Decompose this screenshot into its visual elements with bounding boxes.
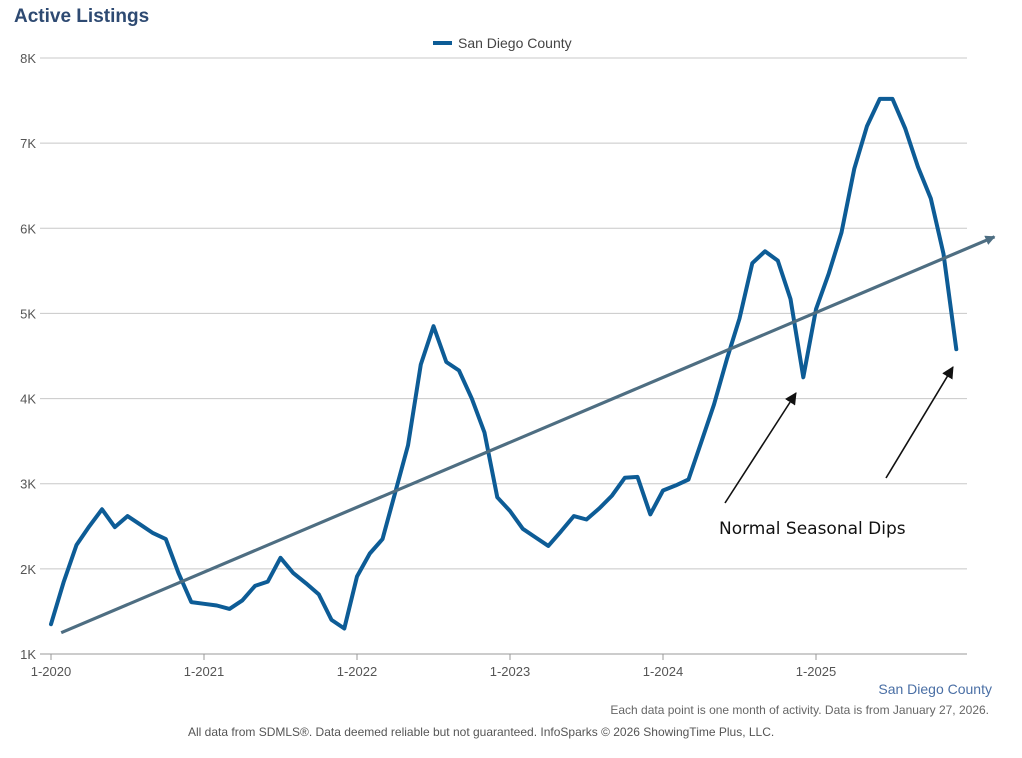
source-note: All data from SDMLS®. Data deemed reliab…: [188, 725, 775, 739]
annotation-arrow-1: [724, 392, 797, 504]
x-tick-label: 1-2022: [337, 664, 377, 679]
y-tick-label: 2K: [20, 562, 36, 577]
x-tick-label: 1-2020: [31, 664, 71, 679]
annotations: Normal Seasonal Dips: [719, 366, 954, 539]
series-label[interactable]: San Diego County: [878, 681, 992, 697]
y-tick-label: 7K: [20, 136, 36, 151]
y-tick-label: 5K: [20, 306, 36, 321]
y-tick-label: 8K: [20, 51, 36, 66]
y-tick-label: 6K: [20, 221, 36, 236]
y-tick-label: 1K: [20, 647, 36, 662]
series-line-san-diego-county[interactable]: [49, 96, 959, 631]
chart-title: Active Listings: [14, 6, 150, 27]
x-tick-label: 1-2024: [643, 664, 683, 679]
annotation-arrow-2: [885, 366, 954, 479]
annotation-text: Normal Seasonal Dips: [719, 519, 906, 539]
x-tick-label: 1-2025: [796, 664, 836, 679]
x-tick-label: 1-2023: [490, 664, 530, 679]
y-tick-label: 3K: [20, 477, 36, 492]
x-tick-label: 1-2021: [184, 664, 224, 679]
legend[interactable]: San Diego County: [433, 35, 572, 51]
y-tick-label: 4K: [20, 392, 36, 407]
legend-label[interactable]: San Diego County: [458, 35, 572, 51]
footnote: Each data point is one month of activity…: [610, 703, 989, 717]
trend-arrow: [60, 235, 996, 635]
